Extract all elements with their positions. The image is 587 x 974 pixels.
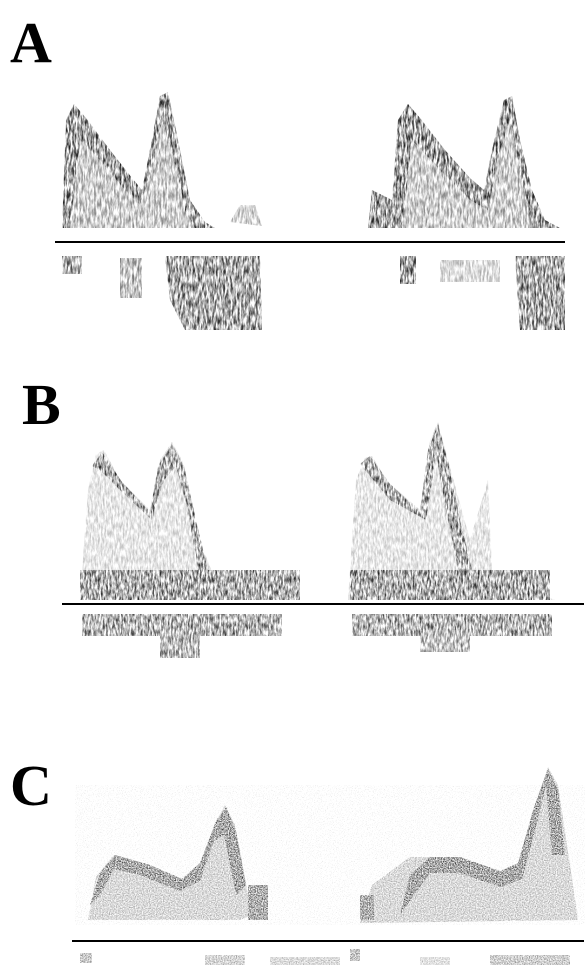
panel-b-label: B bbox=[22, 372, 61, 437]
panel-b-beat2-forward bbox=[348, 422, 555, 600]
panel-b-reverse-flow bbox=[82, 614, 552, 658]
panel-a-beat1-forward bbox=[62, 92, 262, 228]
panel-c-beat2-forward bbox=[360, 767, 578, 923]
panel-c-reverse-flow bbox=[80, 949, 570, 965]
panel-a-reverse-flow bbox=[62, 256, 565, 330]
panel-a-label: A bbox=[10, 10, 52, 75]
panel-b-spectrogram bbox=[62, 422, 584, 658]
panel-b: B bbox=[0, 370, 587, 690]
panel-c-spectrogram bbox=[72, 767, 585, 965]
panel-a: A bbox=[0, 0, 587, 340]
panel-a-beat2-forward bbox=[368, 96, 560, 228]
panel-c-beat1-forward bbox=[88, 805, 268, 920]
panel-c-label: C bbox=[10, 753, 52, 818]
panel-a-spectrogram bbox=[55, 92, 565, 330]
panel-c: C bbox=[0, 745, 587, 974]
panel-b-beat1-forward bbox=[80, 442, 300, 600]
